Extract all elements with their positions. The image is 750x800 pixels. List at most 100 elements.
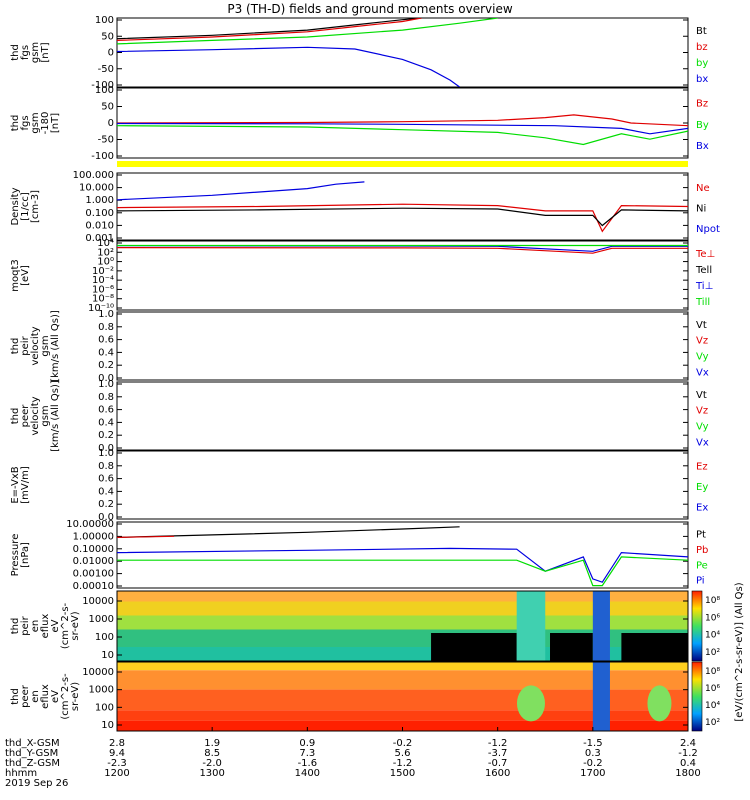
y-axis-label: sr-eV)	[70, 682, 81, 711]
legend-entry: bx	[696, 74, 708, 85]
y-axis-label: [km/s (All Qs)]	[50, 380, 61, 452]
legend-entry: Ne	[696, 183, 710, 194]
y-tick-label: 0.6	[98, 474, 114, 485]
y-axis-label: en	[30, 690, 41, 703]
y-axis-label: gsm	[40, 405, 51, 426]
x-tick-label: 0.9	[299, 738, 315, 749]
colorbar-tick-label: 10⁸	[705, 667, 720, 677]
y-axis-label: [km/s (All Qs)]	[50, 310, 61, 382]
x-tick-label: -1.6	[298, 758, 318, 769]
y-axis-label: sr-eV)	[70, 611, 81, 640]
series-line-Ne	[117, 203, 688, 233]
x-tick-label: -1.2	[678, 748, 698, 759]
y-tick-label: 0.01000	[73, 556, 114, 567]
y-tick-label: 50	[101, 102, 114, 113]
x-tick-label: 2.4	[680, 738, 696, 749]
y-tick-label: 10.00000	[66, 519, 114, 530]
y-tick-label: 1.0	[98, 448, 114, 459]
panel-5: 1.0 0.8 0.60.4 0.2 0.0 thd peir velocity gsm [km/…	[10, 309, 709, 384]
x-axis-row-label: thd_X-GSM	[5, 738, 60, 749]
panel-1: 100 50 0 -50 -100 thd fgs gsm [nT] Bt bz by bx	[10, 15, 708, 91]
x-tick-label: 0.4	[680, 758, 696, 769]
y-axis-label: [mV/m]	[20, 466, 31, 504]
legend-entry: Vx	[696, 367, 709, 378]
x-tick-label: 1700	[580, 768, 605, 779]
x-tick-label: -2.0	[202, 758, 222, 769]
legend-entry: Ez	[696, 461, 708, 472]
colorbar-scale	[691, 661, 703, 732]
x-tick-label: -1.2	[488, 738, 508, 749]
y-axis-label: gsm	[40, 335, 51, 356]
legend-entry: Pb	[696, 545, 708, 556]
y-tick-label: 100	[95, 632, 114, 643]
spectrogram-dropout	[431, 633, 517, 661]
y-axis-label: eV	[50, 690, 61, 703]
series-line-Pi	[117, 547, 688, 583]
legend-entry: Bz	[696, 99, 708, 110]
x-tick-label: -1.5	[583, 738, 603, 749]
y-tick-label: 100.000	[73, 170, 114, 181]
spectrogram-band	[117, 689, 688, 711]
y-tick-label: 0.2	[98, 430, 114, 441]
panel-9: 10⁸ 10⁶ 10⁴ 10² 10000 1000 100 10 thd peir en eflux…	[10, 590, 720, 662]
y-tick-label: 10.000	[79, 183, 114, 194]
legend-entry: Ti⊥	[695, 281, 713, 292]
y-axis-label: thd	[10, 44, 21, 61]
series-group	[117, 114, 688, 146]
y-axis-label: fgs	[20, 45, 31, 60]
series-line-Bx	[117, 122, 688, 135]
series-line-Bz	[117, 114, 688, 127]
legend-entry: Vy	[696, 422, 709, 433]
x-tick-label: 1300	[199, 768, 224, 779]
x-tick-label: 2.8	[109, 738, 125, 749]
y-tick-label: -100	[91, 80, 114, 91]
y-tick-label: 0.0	[98, 443, 114, 454]
x-axis-row-label: hhmm	[5, 768, 37, 779]
spectrogram-band	[117, 670, 688, 690]
y-tick-label: 1.0	[98, 379, 114, 390]
spectrogram-band	[117, 662, 688, 671]
y-axis-label: eflux	[40, 614, 51, 639]
y-tick-label: 10⁴	[97, 238, 114, 249]
y-axis-label: Density	[10, 187, 21, 225]
x-tick-label: -2.3	[107, 758, 127, 769]
y-tick-label: 1.00000	[73, 531, 114, 542]
legend-entry: Vx	[696, 437, 709, 448]
y-tick-label: 100	[95, 702, 114, 713]
panel-frame	[116, 381, 689, 451]
spectrogram-band	[117, 710, 688, 721]
spectrogram-gap	[592, 591, 610, 661]
legend-entry: Pe	[696, 560, 708, 571]
panel-frame	[116, 311, 689, 381]
y-tick-label: 10000	[82, 596, 114, 607]
spectrogram-blob	[647, 685, 672, 722]
y-tick-label: -50	[98, 135, 114, 146]
y-axis-label: (cm^2-s-	[60, 673, 71, 720]
legend-entry: Vy	[696, 352, 709, 363]
x-axis-row-label: 2019 Sep 26	[5, 778, 68, 789]
y-tick-label: 0.4	[98, 417, 114, 428]
x-tick-label: -0.2	[583, 758, 603, 769]
y-tick-label: 50	[101, 31, 114, 42]
y-axis-label: thd	[10, 115, 21, 132]
legend-entry: Pt	[696, 530, 706, 541]
y-axis-label: (cm^2-s-	[60, 602, 71, 649]
legend-entry: Npot	[696, 224, 720, 235]
y-tick-label: 1.0	[98, 309, 114, 320]
x-tick-label: 1400	[295, 768, 320, 779]
x-tick-label: 1500	[390, 768, 415, 779]
series-line-Pe	[117, 556, 688, 587]
colorbar-tick-label: 10⁶	[705, 684, 720, 694]
y-tick-label: 100	[95, 85, 114, 96]
colorbar-tick-label: 10²	[705, 648, 720, 658]
y-axis-label: gsm	[30, 112, 41, 133]
x-tick-label: 0.3	[585, 748, 601, 759]
legend-entry: Vt	[696, 320, 707, 331]
y-axis-label: en	[30, 620, 41, 633]
y-tick-label: 0.010	[85, 220, 114, 231]
x-tick-label: 5.6	[395, 748, 411, 759]
series-line-Pb	[117, 535, 175, 538]
